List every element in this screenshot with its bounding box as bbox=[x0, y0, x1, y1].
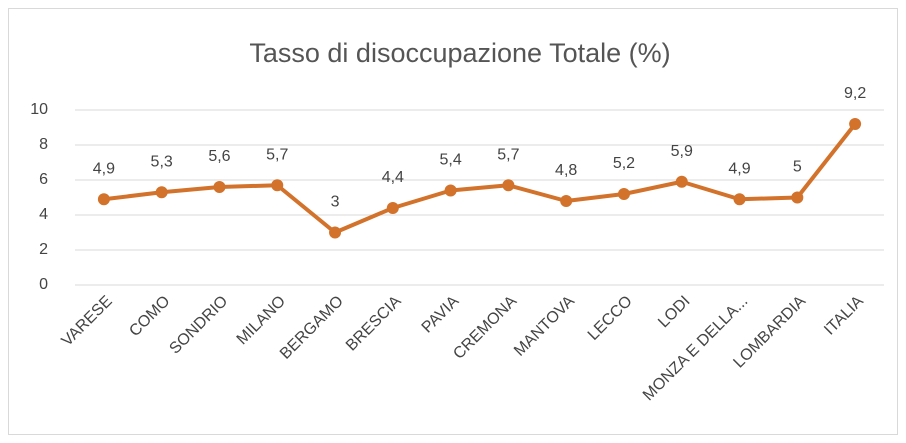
data-label: 5 bbox=[793, 159, 802, 176]
data-label: 5,2 bbox=[613, 155, 635, 172]
data-label: 5,7 bbox=[497, 146, 519, 163]
line bbox=[103, 122, 857, 235]
y-tick-label: 2 bbox=[39, 241, 48, 258]
point bbox=[502, 179, 515, 192]
data-label: 3 bbox=[331, 194, 340, 211]
y-tick-label: 8 bbox=[39, 136, 48, 153]
point bbox=[386, 202, 399, 214]
data-label: 5,6 bbox=[208, 148, 230, 165]
point bbox=[97, 193, 110, 206]
point bbox=[329, 226, 342, 239]
y-tick-label: 0 bbox=[39, 276, 48, 293]
data-label: 5,4 bbox=[439, 152, 461, 169]
data-label: 5,7 bbox=[266, 146, 288, 163]
chart-border bbox=[8, 8, 898, 435]
data-label: 5,3 bbox=[151, 153, 173, 170]
data-label: 5,9 bbox=[671, 143, 693, 160]
point bbox=[675, 175, 688, 188]
point bbox=[213, 181, 226, 193]
data-label: 4,4 bbox=[382, 169, 404, 186]
point bbox=[271, 179, 284, 192]
point bbox=[444, 184, 457, 197]
chart-title: Tasso di disoccupazione Totale (%) bbox=[249, 38, 670, 68]
point bbox=[733, 193, 746, 206]
y-tick-label: 6 bbox=[39, 171, 48, 188]
point bbox=[849, 118, 862, 130]
point bbox=[155, 186, 168, 199]
data-label: 4,9 bbox=[728, 160, 750, 177]
point bbox=[617, 188, 630, 200]
y-tick-label: 4 bbox=[39, 206, 48, 223]
point bbox=[560, 195, 573, 207]
data-label: 4,9 bbox=[93, 160, 115, 177]
point bbox=[791, 191, 804, 204]
data-label: 4,8 bbox=[555, 162, 577, 179]
data-label: 9,2 bbox=[844, 85, 866, 102]
y-tick-label: 10 bbox=[30, 101, 48, 118]
